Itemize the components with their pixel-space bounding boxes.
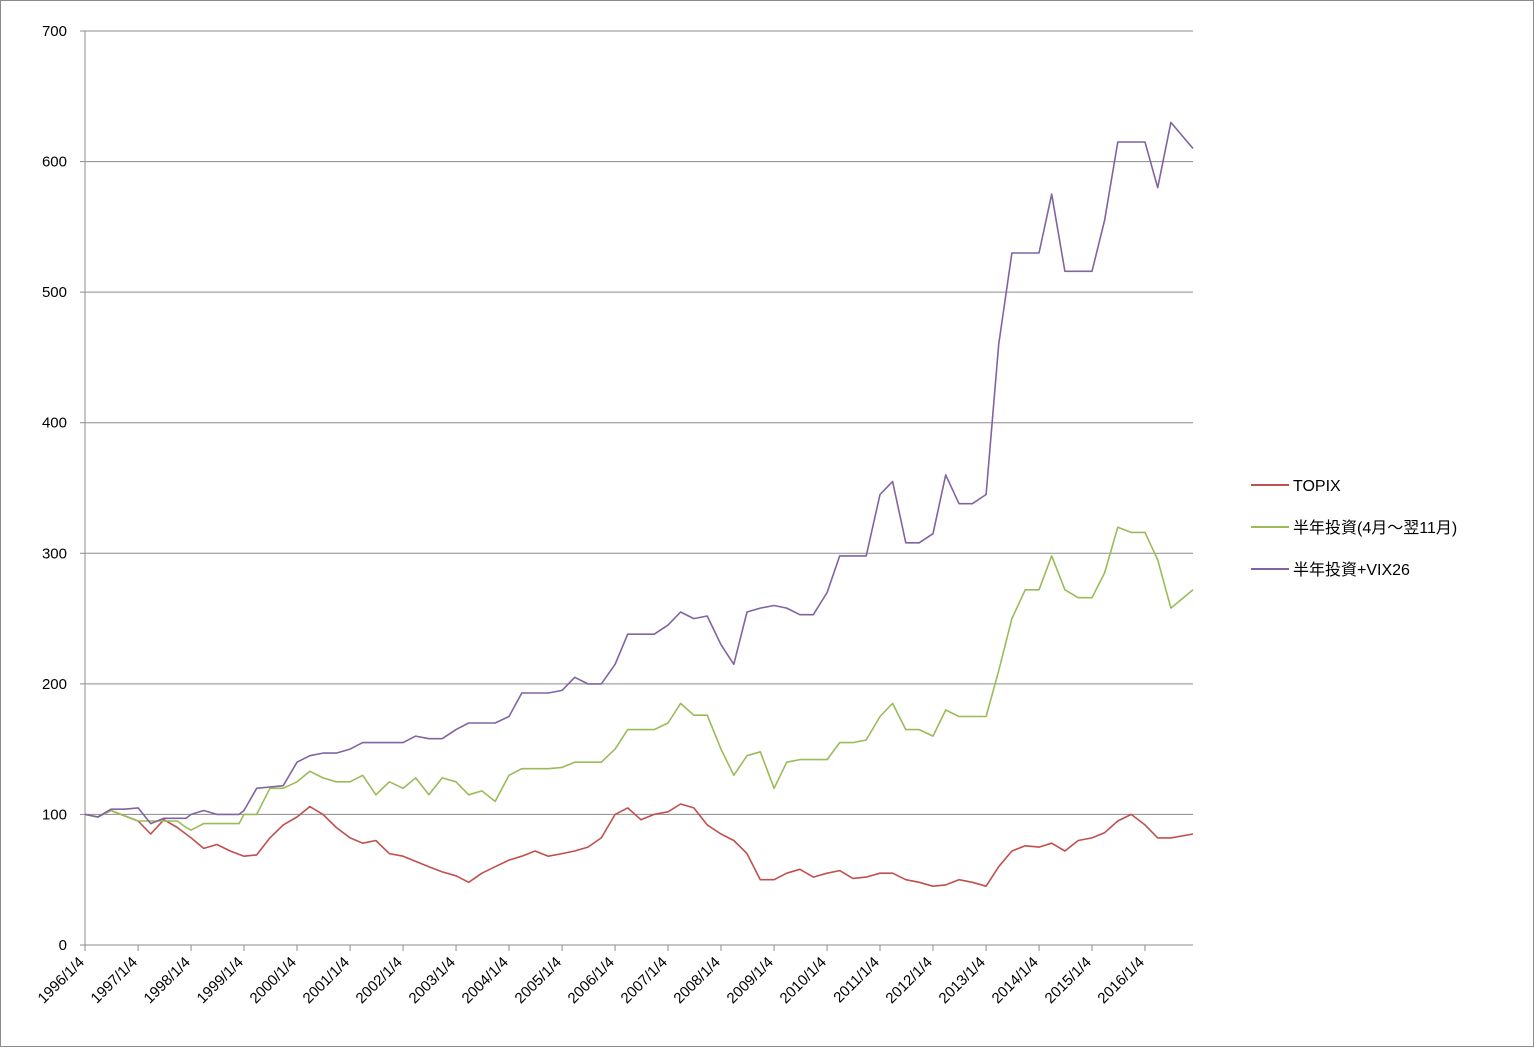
y-tick-label: 300 [42, 545, 67, 562]
x-tick-label: 2010/1/4 [777, 954, 830, 1007]
x-tick-label: 1996/1/4 [35, 954, 88, 1007]
x-tick-label: 2014/1/4 [989, 954, 1042, 1007]
legend-item: 半年投資+VIX26 [1251, 561, 1410, 579]
x-tick-label: 2006/1/4 [565, 954, 618, 1007]
x-tick-label: 2004/1/4 [459, 954, 512, 1007]
series-lines [84, 121, 1194, 888]
x-tick-label: 2001/1/4 [300, 954, 353, 1007]
x-tick-label: 2011/1/4 [830, 954, 883, 1007]
x-tick-label: 2003/1/4 [406, 954, 459, 1007]
x-tick-label: 2016/1/4 [1094, 954, 1147, 1007]
y-axis-ticks: 0 100 200 300 400 500 600 700 [42, 23, 85, 954]
legend-label: TOPIX [1293, 478, 1341, 495]
y-tick-label: 0 [59, 937, 67, 954]
x-tick-label: 1997/1/4 [88, 954, 141, 1007]
x-tick-label: 2009/1/4 [724, 954, 777, 1007]
y-tick-label: 700 [42, 23, 67, 40]
series-line [84, 526, 1194, 831]
legend-item: TOPIX [1251, 478, 1341, 495]
gridlines [85, 30, 1193, 815]
x-tick-label: 2013/1/4 [936, 954, 989, 1007]
y-tick-label: 400 [42, 415, 67, 432]
legend-item: 半年投資(4月～翌11月) [1251, 519, 1457, 537]
axes [84, 31, 1193, 946]
series-line [84, 121, 1194, 825]
x-tick-label: 2008/1/4 [671, 954, 724, 1007]
legend-label: 半年投資+VIX26 [1293, 561, 1410, 579]
x-tick-label: 2002/1/4 [353, 954, 406, 1007]
y-tick-label: 600 [42, 154, 67, 171]
x-tick-label: 2005/1/4 [512, 954, 565, 1007]
x-tick-label: 1998/1/4 [141, 954, 194, 1007]
x-tick-label: 2012/1/4 [882, 954, 935, 1007]
x-tick-label: 2015/1/4 [1042, 954, 1095, 1007]
x-tick-label: 1999/1/4 [194, 954, 247, 1007]
legend-label: 半年投資(4月～翌11月) [1293, 519, 1457, 537]
y-tick-label: 200 [42, 676, 67, 693]
y-tick-label: 100 [42, 806, 67, 823]
legend: TOPIX 半年投資(4月～翌11月) 半年投資+VIX26 [1251, 478, 1457, 579]
x-tick-label: 2007/1/4 [618, 954, 671, 1007]
series-line [84, 803, 1194, 888]
y-tick-label: 500 [42, 284, 67, 301]
x-axis-ticks: 1996/1/4 1997/1/4 1998/1/4 1999/1/4 2000/1/4… [35, 945, 1148, 1007]
x-tick-label: 2000/1/4 [247, 954, 300, 1007]
